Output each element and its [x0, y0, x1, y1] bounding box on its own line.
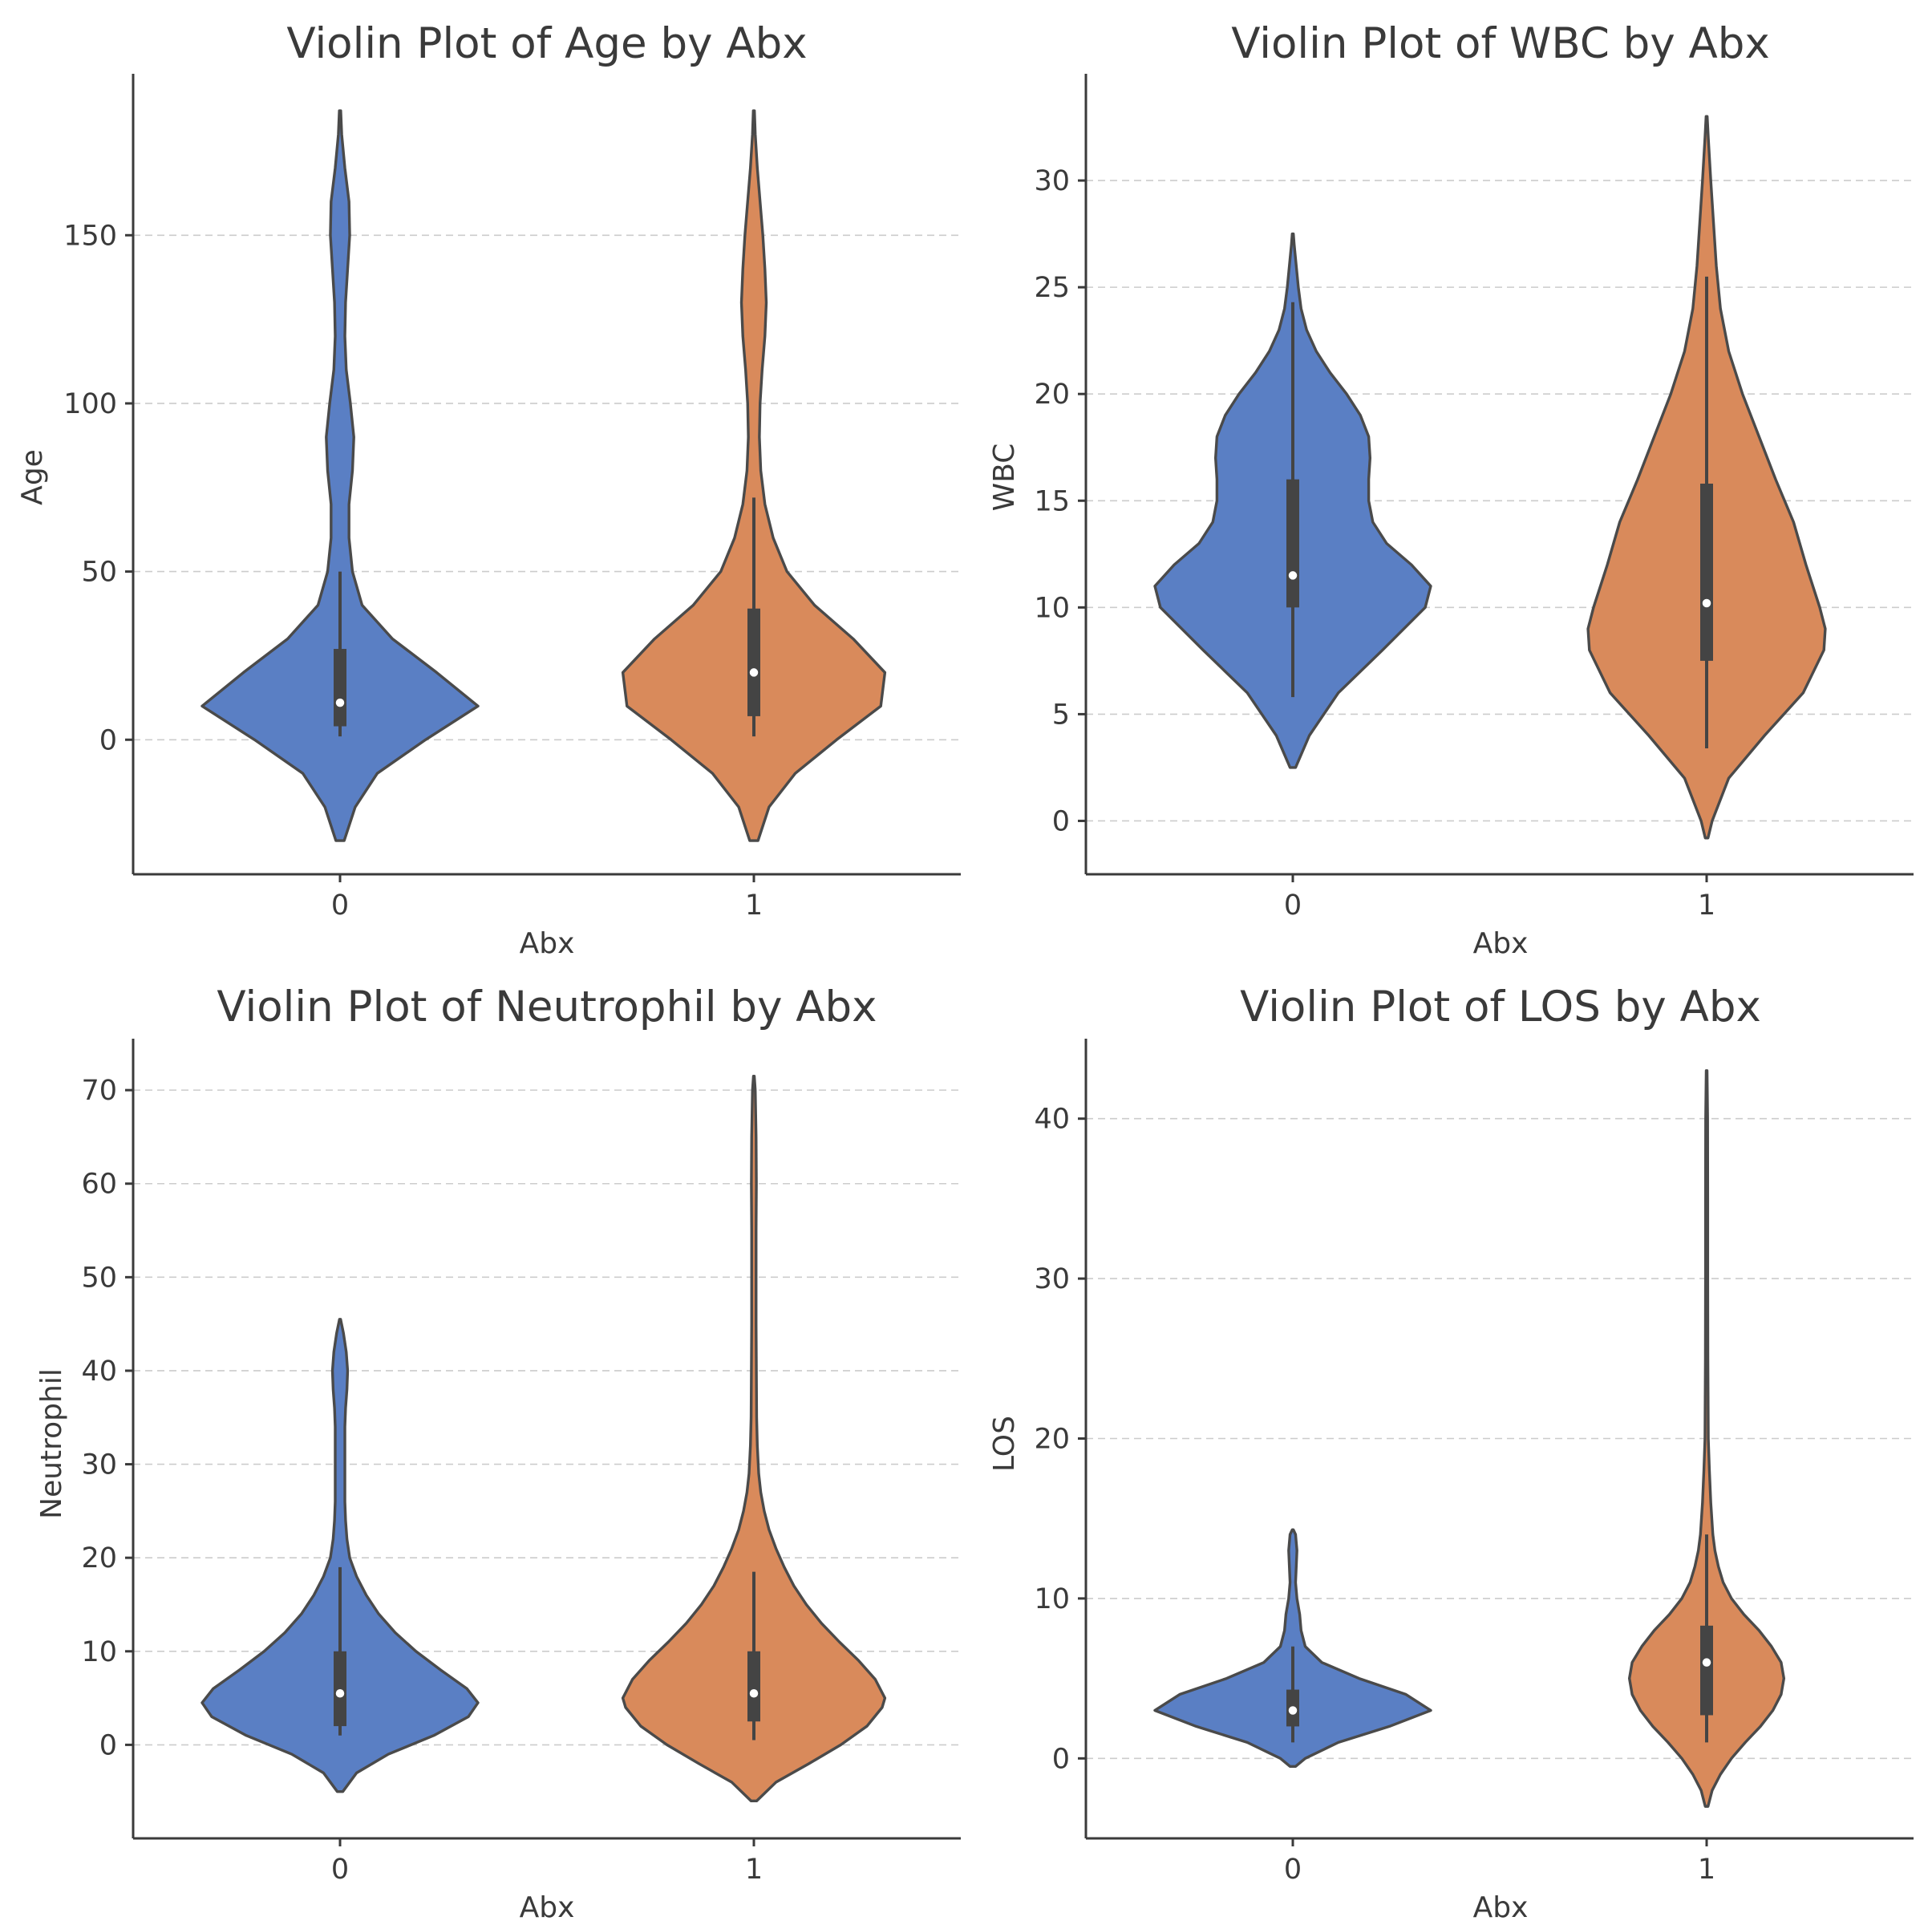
- y-tick-label: 30: [1034, 165, 1070, 197]
- x-tick-label: 0: [1284, 1854, 1302, 1886]
- violin-body-group-0: [200, 1318, 480, 1793]
- y-tick-label: 50: [81, 557, 117, 589]
- iqr-box-group-1: [1700, 1625, 1713, 1716]
- iqr-box-group-0: [1286, 479, 1299, 608]
- x-tick-label: 1: [1698, 1854, 1715, 1886]
- plot-area: 0 5 10 15 20 25 30 0 1: [1034, 74, 1914, 922]
- violin-body-group-1: [621, 1074, 887, 1803]
- y-tick-label: 20: [1034, 1424, 1070, 1456]
- violin-body-group-1: [621, 109, 887, 842]
- y-tick-label: 0: [99, 1729, 117, 1761]
- x-axis-label: Abx: [1473, 1891, 1529, 1924]
- y-tick-label: 5: [1052, 699, 1070, 731]
- plot-area: 0 10 20 30 40 0 1: [1034, 1039, 1914, 1886]
- y-tick-label: 70: [81, 1075, 117, 1107]
- x-tick-label: 1: [1698, 890, 1715, 922]
- y-tick-label: 30: [81, 1449, 117, 1481]
- y-axis-label: LOS: [988, 1416, 1021, 1472]
- y-tick-label: 100: [63, 388, 117, 420]
- y-axis-label: Age: [16, 449, 49, 505]
- iqr-box-group-0: [334, 649, 346, 727]
- median-marker-group-0: [334, 697, 346, 708]
- x-tick-label: 0: [1284, 890, 1302, 922]
- x-tick-label: 1: [745, 890, 763, 922]
- y-tick-label: 60: [81, 1169, 117, 1201]
- y-tick-label: 15: [1034, 485, 1070, 517]
- y-tick-label: 30: [1034, 1263, 1070, 1295]
- chart-title: Violin Plot of LOS by Abx: [1240, 983, 1761, 1031]
- median-marker-group-1: [1701, 598, 1712, 609]
- plot-area: 0 10 20 30 40 50 60 70 0 1: [81, 1039, 961, 1886]
- y-tick-label: 20: [81, 1542, 117, 1574]
- x-tick-label: 0: [331, 890, 349, 922]
- iqr-box-group-1: [747, 1651, 760, 1722]
- x-axis-label: Abx: [520, 1891, 575, 1924]
- median-marker-group-0: [334, 1688, 346, 1700]
- y-tick-label: 0: [99, 724, 117, 756]
- y-tick-label: 40: [81, 1356, 117, 1388]
- y-axis-label: Neutrophil: [35, 1368, 68, 1519]
- chart-panel-wbc: Violin Plot of WBC by Abx WBC Abx 051015…: [988, 19, 1914, 960]
- y-tick-label: 10: [1034, 592, 1070, 624]
- y-tick-label: 50: [81, 1262, 117, 1294]
- median-marker-group-1: [1701, 1656, 1712, 1668]
- chart-title: Violin Plot of Age by Abx: [286, 19, 807, 68]
- iqr-box-group-1: [1700, 483, 1713, 661]
- y-tick-label: 10: [1034, 1583, 1070, 1615]
- x-tick-label: 0: [331, 1854, 349, 1886]
- y-tick-label: 0: [1052, 1743, 1070, 1775]
- median-marker-group-0: [1287, 1704, 1298, 1716]
- x-axis-label: Abx: [520, 927, 575, 960]
- median-marker-group-1: [748, 667, 759, 679]
- chart-title: Violin Plot of WBC by Abx: [1231, 19, 1770, 68]
- median-marker-group-0: [1287, 569, 1298, 582]
- median-marker-group-1: [748, 1688, 759, 1700]
- violin-body-group-0: [200, 109, 480, 842]
- y-axis-label: WBC: [988, 444, 1021, 512]
- y-tick-label: 20: [1034, 379, 1070, 411]
- chart-panel-age: Violin Plot of Age by Abx Age Abx 050100…: [16, 19, 961, 960]
- plot-area: 0 50 100 150 0 1: [63, 74, 961, 922]
- chart-panel-los: Violin Plot of LOS by Abx LOS Abx 010203…: [988, 983, 1914, 1924]
- y-tick-label: 40: [1034, 1104, 1070, 1136]
- y-tick-label: 0: [1052, 805, 1070, 837]
- chart-title: Violin Plot of Neutrophil by Abx: [217, 983, 877, 1031]
- iqr-box-group-1: [747, 608, 760, 716]
- x-axis-label: Abx: [1473, 927, 1529, 960]
- y-tick-label: 25: [1034, 272, 1070, 304]
- x-tick-label: 1: [745, 1854, 763, 1886]
- violin-body-group-1: [1627, 1069, 1786, 1808]
- y-tick-label: 10: [81, 1636, 117, 1668]
- y-tick-label: 150: [63, 220, 117, 252]
- chart-panel-neutrophil: Violin Plot of Neutrophil by Abx Neutrop…: [35, 983, 961, 1924]
